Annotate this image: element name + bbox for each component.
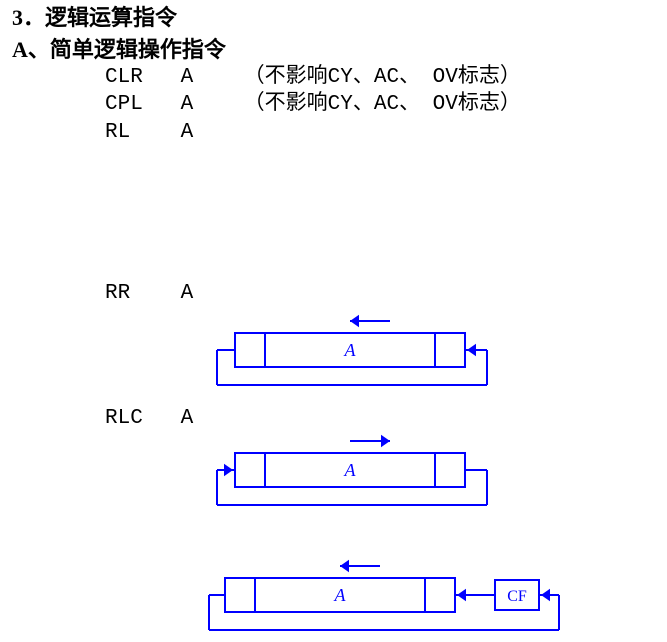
- mnemonic: RL: [105, 121, 130, 144]
- instr-clr: CLR A （不影响CY、AC、 OV标志）: [0, 64, 667, 91]
- svg-text:A: A: [334, 585, 347, 605]
- svg-text:A: A: [344, 460, 357, 480]
- svg-text:CF: CF: [507, 588, 527, 605]
- operand: A: [181, 66, 194, 89]
- mnemonic: CPL: [105, 93, 143, 116]
- rl-rotate-diagram: A: [205, 297, 645, 397]
- rr-rotate-diagram: A: [205, 417, 645, 517]
- heading-sub: A、简单逻辑操作指令: [0, 32, 667, 64]
- heading-number: 3．逻辑运算指令: [0, 0, 667, 32]
- instr-rlc: RLC A: [0, 405, 193, 432]
- rlc-rotate-diagram: A CF: [205, 542, 645, 642]
- note: （不影响CY、AC、 OV标志）: [244, 93, 521, 116]
- instr-cpl: CPL A （不影响CY、AC、 OV标志）: [0, 91, 667, 118]
- mnemonic: CLR: [105, 66, 143, 89]
- operand: A: [181, 282, 194, 305]
- mnemonic: RLC: [105, 407, 143, 430]
- svg-text:A: A: [344, 340, 357, 360]
- note: （不影响CY、AC、 OV标志）: [244, 66, 521, 89]
- instr-rl: RL A: [0, 119, 667, 146]
- mnemonic: RR: [105, 282, 130, 305]
- operand: A: [181, 407, 194, 430]
- operand: A: [181, 93, 194, 116]
- operand: A: [181, 121, 194, 144]
- instr-rr: RR A: [0, 280, 193, 307]
